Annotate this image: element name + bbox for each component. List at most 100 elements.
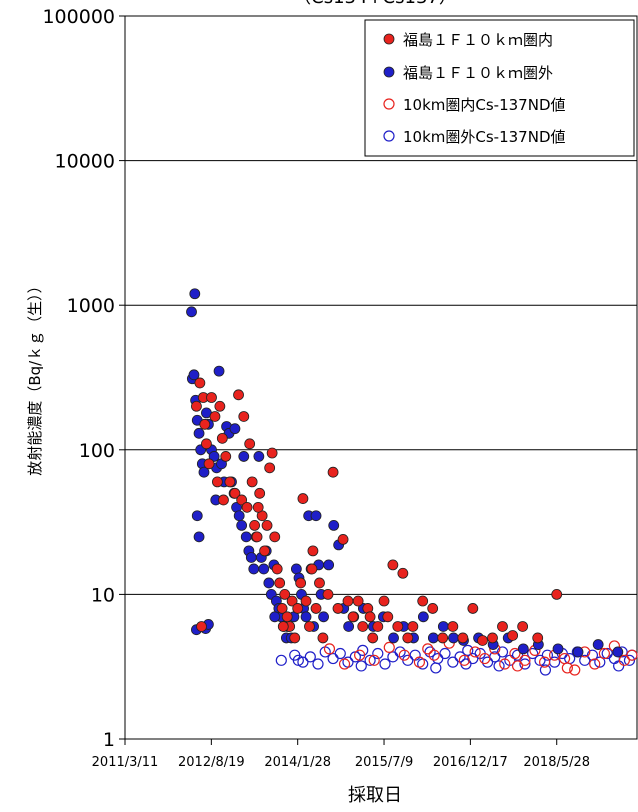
point-outer-nd	[541, 649, 553, 661]
point-outer-nd	[579, 654, 591, 666]
point-outer	[236, 520, 248, 531]
point-inner	[259, 545, 270, 557]
point-inner-nd	[538, 656, 551, 668]
x-tick-label: 2012/8/19	[178, 755, 245, 770]
point-inner	[281, 611, 293, 623]
point-inner	[427, 603, 439, 614]
point-inner	[201, 438, 212, 450]
point-inner	[292, 603, 304, 614]
point-outer	[258, 563, 270, 575]
point-inner-nd	[561, 662, 573, 674]
x-tick-label: 2011/3/11	[92, 755, 159, 770]
x-tick-label: 2014/1/28	[264, 755, 331, 770]
point-outer	[193, 531, 205, 543]
point-outer	[290, 563, 302, 575]
point-inner	[196, 621, 207, 632]
point-inner	[218, 494, 229, 506]
point-outer	[208, 451, 220, 462]
point-inner-nd	[479, 652, 491, 665]
data-points	[186, 288, 638, 676]
point-outer	[233, 510, 245, 522]
point-inner-nd	[598, 647, 610, 660]
legend-marker-3	[383, 98, 395, 110]
point-inner	[236, 494, 248, 506]
point-outer	[343, 621, 355, 632]
point-inner	[271, 563, 283, 575]
legend-label-outer: 福島１Ｆ１０ｋｍ圏外	[403, 64, 553, 82]
point-inner	[382, 611, 394, 623]
x-tick-label: 2015/7/9	[355, 755, 413, 770]
point-inner	[194, 377, 206, 389]
point-outer-nd	[304, 651, 316, 663]
point-inner-nd	[618, 654, 630, 666]
point-inner-nd	[511, 660, 524, 672]
point-inner	[297, 493, 309, 504]
point-outer	[592, 639, 604, 650]
point-inner	[397, 567, 409, 579]
point-outer-nd	[439, 647, 451, 660]
point-outer-nd	[430, 662, 442, 674]
point-inner	[310, 603, 322, 614]
point-outer-nd	[462, 644, 474, 656]
point-inner	[314, 577, 325, 589]
point-inner	[347, 611, 359, 623]
point-outer-nd	[613, 660, 625, 672]
y-tick-label-1000: 1000	[67, 295, 115, 317]
point-inner-nd	[469, 646, 481, 658]
point-inner	[286, 595, 298, 607]
point-outer	[253, 451, 265, 462]
point-outer	[310, 510, 322, 522]
point-inner	[209, 411, 221, 422]
point-inner	[357, 621, 369, 632]
legend-label-outer-nd: 10km圏外Cs-137ND値	[403, 128, 566, 146]
point-inner	[378, 595, 390, 607]
point-inner	[191, 400, 202, 412]
point-inner	[220, 451, 232, 462]
y-tick-label-100: 100	[79, 440, 115, 462]
point-inner	[467, 603, 479, 614]
point-inner	[332, 603, 344, 614]
point-inner	[266, 447, 278, 459]
point-inner-nd	[383, 641, 395, 654]
point-outer	[191, 510, 203, 522]
point-inner	[517, 621, 529, 632]
point-outer	[427, 632, 439, 644]
legend-label-inner: 福島１Ｆ１０ｋｍ圏内	[403, 31, 553, 49]
point-outer-nd	[493, 660, 505, 672]
legend-box	[364, 19, 635, 157]
point-outer	[193, 427, 205, 439]
point-inner	[307, 545, 319, 557]
x-axis-label: 採取日	[348, 785, 402, 806]
legend-marker-4	[383, 130, 395, 142]
point-inner	[402, 632, 414, 644]
point-outer-nd	[511, 649, 524, 661]
point-inner	[352, 595, 364, 607]
point-inner	[233, 389, 244, 401]
point-outer	[186, 306, 197, 318]
point-outer	[417, 611, 429, 623]
x-tick-label: 2016/12/17	[433, 755, 508, 770]
point-inner	[269, 531, 281, 543]
point-inner-nd	[338, 658, 351, 670]
point-inner	[199, 418, 211, 430]
point-outer-nd	[372, 647, 384, 660]
point-outer-nd	[275, 654, 287, 666]
point-inner	[322, 589, 334, 600]
point-outer	[323, 559, 335, 571]
y-tick-label-10000: 10000	[55, 151, 115, 173]
point-outer	[612, 646, 624, 658]
point-inner	[300, 595, 312, 607]
chart-title: （Cs134+Cs137）	[293, 0, 457, 8]
point-inner-nd	[422, 643, 434, 655]
point-outer	[248, 563, 260, 575]
point-inner	[306, 563, 318, 575]
point-inner-nd	[323, 643, 336, 655]
point-inner	[206, 392, 217, 403]
point-inner-nd	[368, 654, 380, 666]
point-inner-nd	[458, 654, 470, 666]
point-inner	[507, 630, 519, 641]
point-inner	[337, 534, 349, 545]
point-outer	[388, 632, 399, 644]
point-inner	[327, 466, 339, 478]
